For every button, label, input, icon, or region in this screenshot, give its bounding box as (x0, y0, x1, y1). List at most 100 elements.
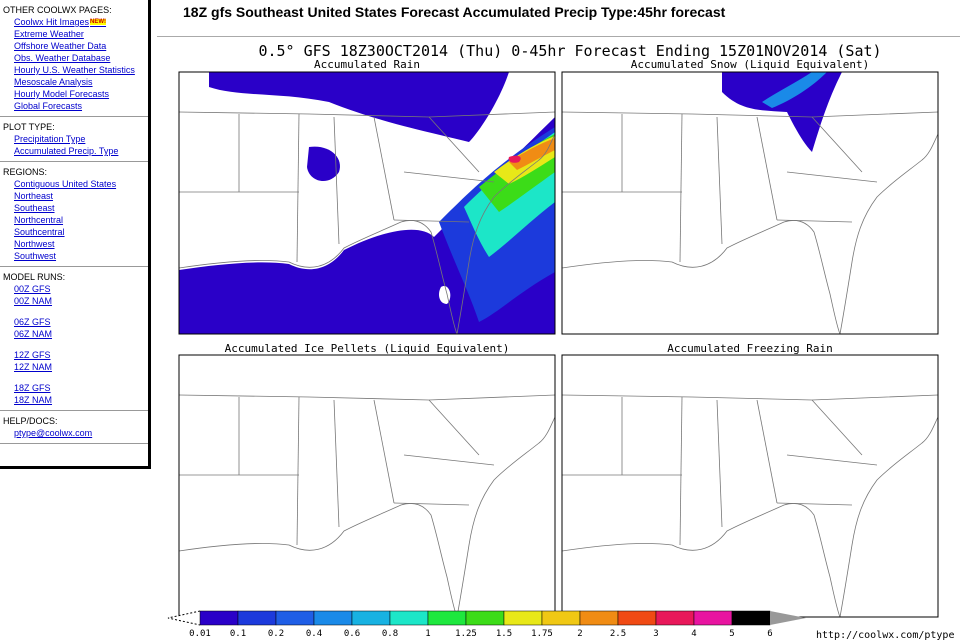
link-group: ptype@coolwx.com (3, 427, 148, 439)
link-group: 12Z GFS 12Z NAM (3, 349, 148, 373)
page-title: 18Z gfs Southeast United States Forecast… (183, 4, 726, 20)
link-text: Mesoscale Analysis (14, 77, 93, 87)
panel-title: Accumulated Freezing Rain (667, 342, 833, 355)
colorbar-label: 0.1 (230, 629, 246, 639)
section-heading: PLOT TYPE: (3, 122, 55, 132)
color-swatch (427, 610, 467, 626)
nav-link[interactable]: 12Z NAM (14, 361, 148, 373)
link-text: ptype@coolwx.com (14, 428, 93, 438)
link-text: Accumulated Precip. Type (14, 146, 119, 156)
sidebar-section: REGIONS: Contiguous United States Northeas… (0, 162, 148, 267)
map-panel (178, 354, 556, 618)
nav-link[interactable]: 18Z NAM (14, 394, 148, 406)
nav-link[interactable]: 00Z NAM (14, 295, 148, 307)
panel-title: Accumulated Snow (Liquid Equivalent) (631, 58, 869, 71)
nav-link[interactable]: Mesoscale Analysis (14, 76, 148, 88)
nav-link[interactable]: Southwest (14, 250, 148, 262)
section-heading: HELP/DOCS: (3, 416, 58, 426)
link-text: Hourly U.S. Weather Statistics (14, 65, 135, 75)
nav-link[interactable]: ptype@coolwx.com (14, 427, 148, 439)
map-panel (561, 71, 939, 335)
color-swatch (313, 610, 353, 626)
link-text: Northeast (14, 191, 54, 201)
url-text: http://coolwx.com/ptype (816, 630, 955, 641)
new-badge: NEW! (90, 19, 107, 25)
panel-title: Accumulated Ice Pellets (Liquid Equivale… (225, 342, 510, 355)
link-text: Southeast (14, 203, 55, 213)
divider (157, 36, 960, 37)
nav-link[interactable]: Contiguous United States (14, 178, 148, 190)
color-swatch (693, 610, 733, 626)
colorbar-label: 4 (691, 629, 696, 639)
nav-link[interactable]: Global Forecasts (14, 100, 148, 112)
link-group: 18Z GFS 18Z NAM (3, 382, 148, 406)
link-text: 06Z GFS (14, 317, 51, 327)
link-text: 06Z NAM (14, 329, 53, 339)
colorbar-label: 1 (425, 629, 430, 639)
map-panel (561, 354, 939, 618)
section-heading: REGIONS: (3, 167, 48, 177)
colorbar-label: 1.25 (455, 629, 477, 639)
link-group: Coolwx Hit ImagesNEW! Extreme Weather Offs… (3, 16, 148, 112)
link-text: Coolwx Hit Images (14, 17, 90, 27)
link-text: 12Z NAM (14, 362, 53, 372)
nav-link[interactable]: Southeast (14, 202, 148, 214)
colorbar-label: 3 (653, 629, 658, 639)
nav-link[interactable]: Extreme Weather (14, 28, 148, 40)
color-swatch (731, 610, 771, 626)
link-text: 18Z NAM (14, 395, 53, 405)
link-group: 00Z GFS 00Z NAM (3, 283, 148, 307)
link-text: Precipitation Type (14, 134, 86, 144)
nav-link[interactable]: Coolwx Hit ImagesNEW! (14, 16, 148, 28)
nav-link[interactable]: 12Z GFS (14, 349, 148, 361)
link-text: Southwest (14, 251, 57, 261)
nav-link[interactable]: Southcentral (14, 226, 148, 238)
nav-link[interactable]: 06Z GFS (14, 316, 148, 328)
color-swatch (199, 610, 239, 626)
nav-link[interactable]: 06Z NAM (14, 328, 148, 340)
color-swatch (465, 610, 505, 626)
colorbar-label: 0.4 (306, 629, 322, 639)
sidebar-section: PLOT TYPE: Precipitation Type Accumulated … (0, 117, 148, 162)
sidebar-section: OTHER COOLWX PAGES: Coolwx Hit ImagesNEW!… (0, 0, 148, 117)
colorbar-label: 0.6 (344, 629, 360, 639)
link-text: Northcentral (14, 215, 64, 225)
nav-link[interactable]: Obs. Weather Database (14, 52, 148, 64)
nav-link[interactable]: Offshore Weather Data (14, 40, 148, 52)
link-text: Southcentral (14, 227, 65, 237)
nav-link[interactable]: Northeast (14, 190, 148, 202)
sidebar-section: MODEL RUNS: 00Z GFS 00Z NAM 06Z GFS 06Z NAM 1… (0, 267, 148, 411)
nav-link[interactable]: Hourly U.S. Weather Statistics (14, 64, 148, 76)
color-swatch (617, 610, 657, 626)
colorbar-arrow (770, 611, 806, 625)
link-text: Northwest (14, 239, 55, 249)
sidebar: OTHER COOLWX PAGES: Coolwx Hit ImagesNEW!… (0, 0, 151, 469)
map-panel (178, 71, 556, 335)
subtitle: 0.5° GFS 18Z30OCT2014 (Thu) 0-45hr Forec… (258, 42, 882, 60)
colorbar-label: 0.8 (382, 629, 398, 639)
section-heading: OTHER COOLWX PAGES: (3, 5, 112, 15)
color-swatch (503, 610, 543, 626)
colorbar-label: 0.01 (189, 629, 211, 639)
nav-link[interactable]: Precipitation Type (14, 133, 148, 145)
colorbar-label: 2.5 (610, 629, 626, 639)
sidebar-section: HELP/DOCS: ptype@coolwx.com (0, 411, 148, 444)
link-text: Hourly Model Forecasts (14, 89, 110, 99)
nav-link[interactable]: 00Z GFS (14, 283, 148, 295)
nav-link[interactable]: 18Z GFS (14, 382, 148, 394)
nav-link[interactable]: Accumulated Precip. Type (14, 145, 148, 157)
color-swatch (237, 610, 277, 626)
color-swatch (541, 610, 581, 626)
link-text: 18Z GFS (14, 383, 51, 393)
nav-link[interactable]: Northcentral (14, 214, 148, 226)
colorbar-label: 2 (577, 629, 582, 639)
link-text: Extreme Weather (14, 29, 84, 39)
colorbar-label: 1.75 (531, 629, 553, 639)
link-group: Precipitation Type Accumulated Precip. Ty… (3, 133, 148, 157)
color-swatch (655, 610, 695, 626)
link-text: Offshore Weather Data (14, 41, 107, 51)
nav-link[interactable]: Northwest (14, 238, 148, 250)
nav-link[interactable]: Hourly Model Forecasts (14, 88, 148, 100)
